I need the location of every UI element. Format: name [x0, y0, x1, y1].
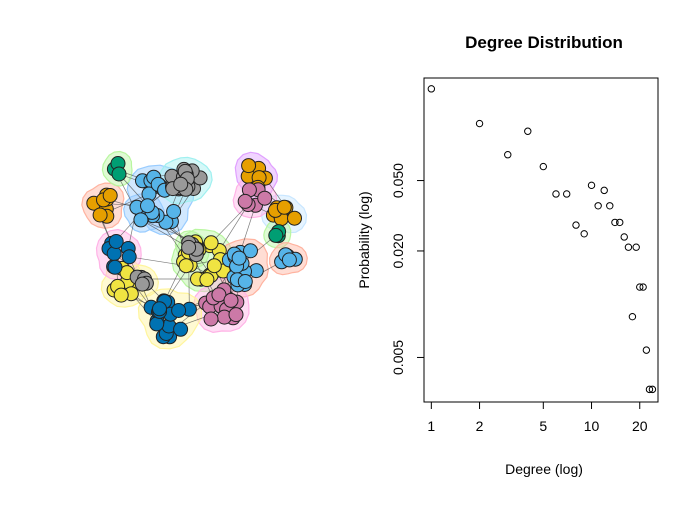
network-node [288, 211, 302, 225]
network-plot [0, 0, 370, 500]
network-node [269, 228, 283, 242]
network-node [182, 240, 196, 254]
network-node [204, 236, 218, 250]
y-axis-label: Probability (log) [356, 191, 372, 288]
network-edge [211, 205, 248, 243]
network-node [224, 293, 238, 307]
data-points [428, 86, 656, 393]
x-tick-label: 20 [632, 418, 648, 434]
x-axis: 1 2 5 10 20 [427, 402, 647, 434]
network-node [282, 253, 296, 267]
data-point [601, 187, 607, 193]
x-tick-label: 10 [584, 418, 600, 434]
network-node [238, 275, 252, 289]
data-point [525, 128, 531, 134]
network-node [238, 194, 252, 208]
y-tick-label: 0.050 [390, 163, 406, 198]
chart-title: Degree Distribution [465, 33, 623, 52]
data-point [643, 347, 649, 353]
network-graph [0, 0, 370, 500]
data-point [505, 152, 511, 158]
network-node [207, 259, 221, 273]
y-axis: 0.005 0.020 0.050 [390, 163, 424, 375]
network-node [103, 189, 117, 203]
data-point [629, 313, 635, 319]
network-node [109, 235, 123, 249]
y-tick-label: 0.020 [390, 233, 406, 268]
data-point [564, 191, 570, 197]
network-node [135, 277, 149, 291]
network-node [172, 304, 186, 318]
network-node [232, 251, 246, 265]
network-node [174, 177, 188, 191]
x-tick-label: 1 [427, 418, 435, 434]
network-node [134, 213, 148, 227]
x-tick-label: 5 [539, 418, 547, 434]
data-point [607, 203, 613, 209]
network-node [167, 205, 181, 219]
data-point [573, 222, 579, 228]
network-node [108, 260, 122, 274]
network-node [229, 308, 243, 322]
data-point [621, 234, 627, 240]
data-point [633, 244, 639, 250]
data-point [617, 219, 623, 225]
x-tick-label: 2 [476, 418, 484, 434]
network-node [141, 199, 155, 213]
data-point [476, 120, 482, 126]
data-point [581, 231, 587, 237]
network-node [112, 167, 126, 181]
network-node [179, 259, 193, 273]
network-node [174, 322, 188, 336]
network-node [122, 250, 136, 264]
network-node [150, 317, 164, 331]
data-point [540, 163, 546, 169]
network-node [200, 273, 214, 287]
data-point [625, 244, 631, 250]
network-node [93, 208, 107, 222]
network-node [114, 288, 128, 302]
network-node [153, 302, 167, 316]
data-point [588, 182, 594, 188]
data-point [553, 191, 559, 197]
x-axis-label: Degree (log) [505, 461, 583, 477]
y-tick-label: 0.005 [390, 340, 406, 375]
data-point [595, 203, 601, 209]
network-node [277, 200, 291, 214]
network-node [258, 191, 272, 205]
network-node [242, 159, 256, 173]
data-point [428, 86, 434, 92]
network-node [204, 312, 218, 326]
